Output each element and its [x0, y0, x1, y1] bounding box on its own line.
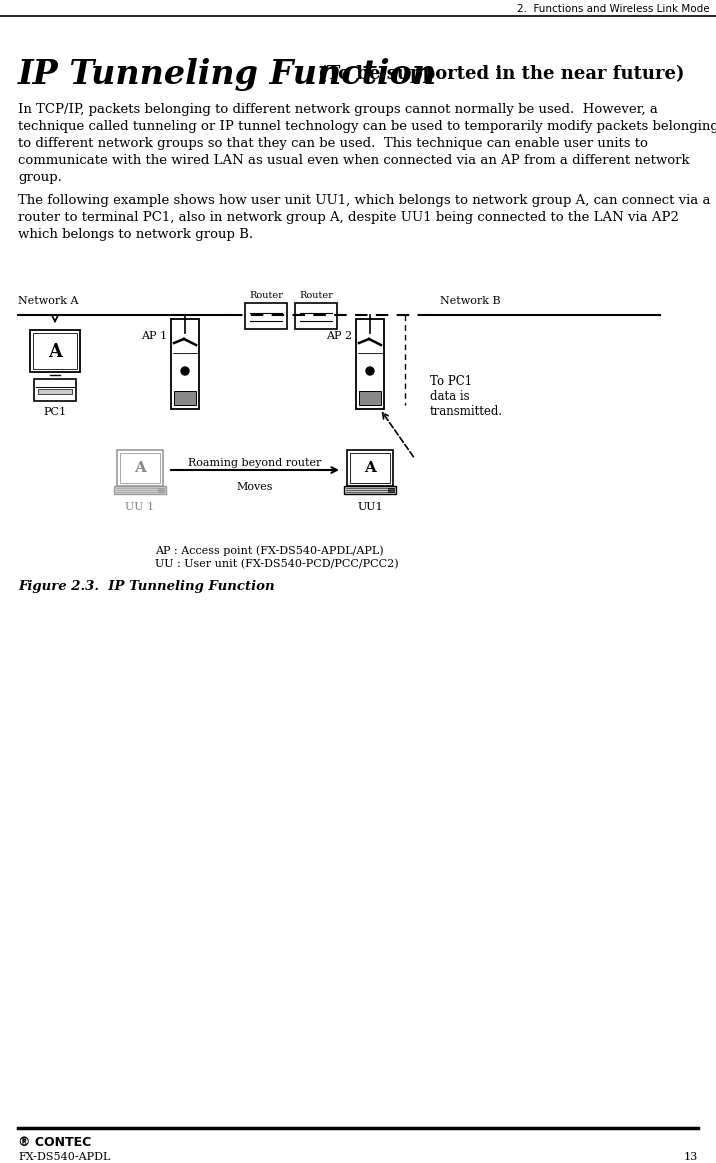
FancyBboxPatch shape: [174, 391, 196, 405]
Text: 2.  Functions and Wireless Link Mode: 2. Functions and Wireless Link Mode: [518, 3, 710, 14]
Text: A: A: [48, 343, 62, 361]
Text: to different network groups so that they can be used.  This technique can enable: to different network groups so that they…: [18, 137, 648, 150]
FancyBboxPatch shape: [117, 450, 163, 486]
FancyBboxPatch shape: [245, 304, 287, 329]
Text: UU : User unit (FX-DS540-PCD/PCC/PCC2): UU : User unit (FX-DS540-PCD/PCC/PCC2): [155, 559, 399, 570]
Text: communicate with the wired LAN as usual even when connected via an AP from a dif: communicate with the wired LAN as usual …: [18, 154, 690, 167]
Circle shape: [366, 368, 374, 374]
Circle shape: [181, 368, 189, 374]
FancyBboxPatch shape: [120, 454, 160, 483]
Text: Network A: Network A: [18, 297, 79, 306]
Text: A: A: [134, 461, 146, 475]
FancyBboxPatch shape: [33, 333, 77, 369]
Text: ® CONTEC: ® CONTEC: [18, 1136, 91, 1149]
Text: 13: 13: [684, 1153, 698, 1162]
Text: router to terminal PC1, also in network group A, despite UU1 being connected to : router to terminal PC1, also in network …: [18, 211, 679, 224]
Text: Roaming beyond router: Roaming beyond router: [188, 458, 321, 468]
FancyBboxPatch shape: [30, 330, 80, 372]
Text: AP : Access point (FX-DS540-APDL/APL): AP : Access point (FX-DS540-APDL/APL): [155, 545, 384, 556]
Text: UU1: UU1: [357, 502, 383, 512]
Text: Figure 2.3.  IP Tunneling Function: Figure 2.3. IP Tunneling Function: [18, 580, 275, 593]
Text: Network B: Network B: [440, 297, 500, 306]
FancyBboxPatch shape: [359, 391, 381, 405]
Text: To PC1: To PC1: [430, 374, 472, 388]
FancyBboxPatch shape: [114, 486, 166, 494]
Text: Router: Router: [299, 291, 333, 300]
Text: Router: Router: [249, 291, 283, 300]
FancyBboxPatch shape: [350, 454, 390, 483]
Text: AP 1: AP 1: [141, 331, 167, 341]
FancyBboxPatch shape: [295, 304, 337, 329]
Text: transmitted.: transmitted.: [430, 405, 503, 418]
FancyBboxPatch shape: [388, 488, 394, 492]
Text: Moves: Moves: [237, 481, 274, 492]
Text: technique called tunneling or IP tunnel technology can be used to temporarily mo: technique called tunneling or IP tunnel …: [18, 120, 716, 133]
FancyBboxPatch shape: [344, 486, 396, 494]
Text: FX-DS540-APDL: FX-DS540-APDL: [18, 1153, 110, 1162]
FancyBboxPatch shape: [38, 388, 72, 394]
Text: A: A: [364, 461, 376, 475]
Text: data is: data is: [430, 390, 470, 404]
Text: (To be supported in the near future): (To be supported in the near future): [312, 65, 684, 84]
Text: In TCP/IP, packets belonging to different network groups cannot normally be used: In TCP/IP, packets belonging to differen…: [18, 104, 658, 116]
Text: The following example shows how user unit UU1, which belongs to network group A,: The following example shows how user uni…: [18, 194, 710, 207]
Text: IP Tunneling Function: IP Tunneling Function: [18, 58, 437, 91]
Text: which belongs to network group B.: which belongs to network group B.: [18, 228, 253, 241]
Text: group.: group.: [18, 171, 62, 184]
Text: PC1: PC1: [44, 407, 67, 418]
FancyBboxPatch shape: [356, 319, 384, 409]
FancyBboxPatch shape: [34, 379, 76, 401]
FancyBboxPatch shape: [347, 450, 393, 486]
FancyBboxPatch shape: [171, 319, 199, 409]
Text: AP 2: AP 2: [326, 331, 352, 341]
FancyBboxPatch shape: [158, 488, 164, 492]
Text: UU 1: UU 1: [125, 502, 155, 512]
